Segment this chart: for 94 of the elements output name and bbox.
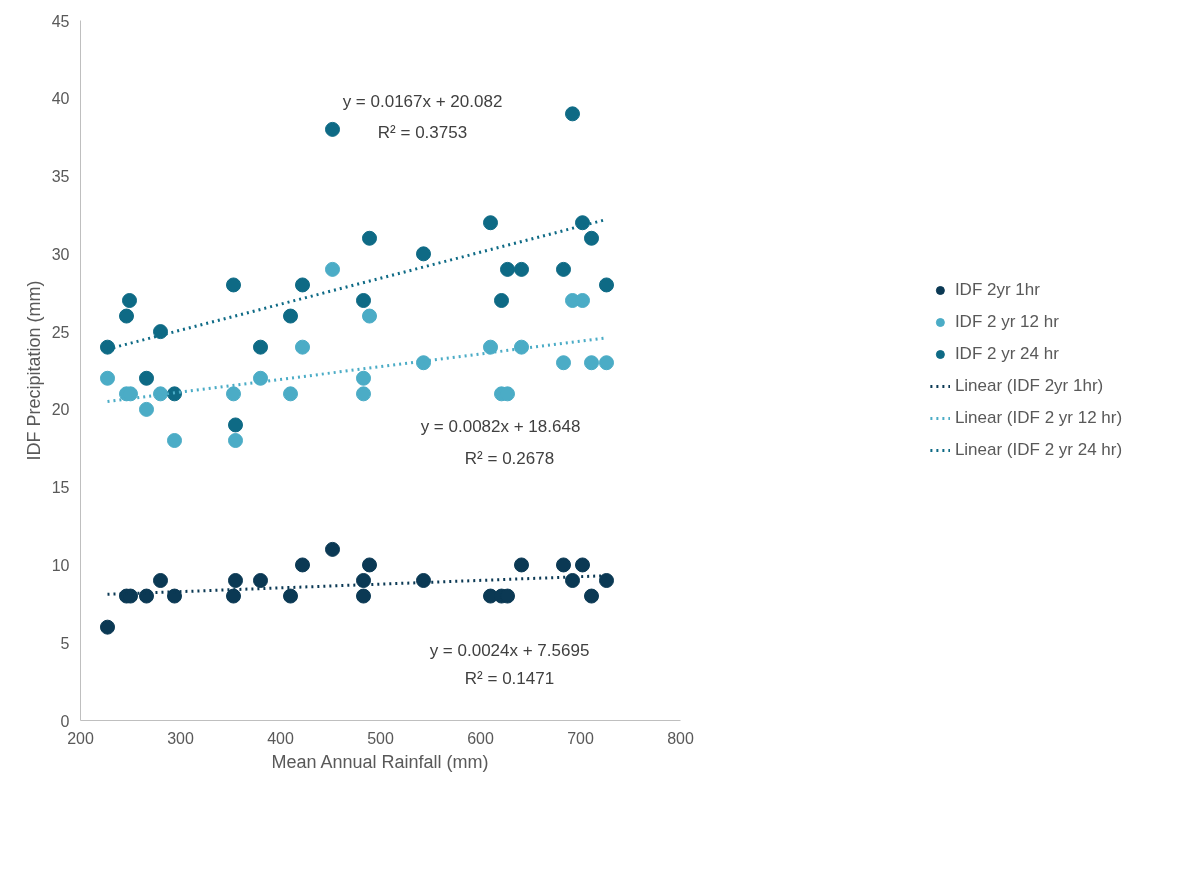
legend-label: IDF 2 yr 12 hr (954, 312, 1059, 332)
point (599, 355, 614, 371)
point (362, 230, 377, 246)
point (283, 386, 298, 402)
y-tick-label: 35 (51, 168, 70, 186)
point (295, 557, 310, 573)
annotation: y = 0.0167x + 20.082 (342, 91, 503, 111)
x-tick-label: 800 (667, 729, 694, 747)
point (100, 339, 115, 355)
y-axis-title: IDF Precipitation (mm) (23, 280, 44, 461)
point (139, 370, 154, 386)
point (283, 588, 298, 604)
annotation: y = 0.0082x + 18.648 (420, 417, 581, 436)
point (295, 277, 310, 293)
point (575, 557, 590, 573)
point (283, 308, 298, 324)
y-tick-label: 20 (51, 401, 70, 419)
point (356, 386, 371, 402)
point (153, 324, 168, 340)
point (228, 417, 243, 433)
point (514, 339, 529, 355)
point (226, 386, 241, 402)
point (139, 401, 154, 417)
x-tick-label: 400 (267, 729, 294, 747)
point (494, 293, 509, 308)
point (362, 557, 377, 573)
annotation: R² = 0.1471 (464, 669, 555, 688)
point (122, 293, 137, 308)
y-tick-label: 0 (60, 712, 70, 730)
x-tick-label: 500 (367, 729, 394, 747)
point (362, 308, 377, 324)
legend-label: Linear (IDF 2 yr 24 hr) (954, 440, 1123, 460)
x-tick-label: 700 (567, 729, 594, 747)
point (325, 261, 340, 277)
point (167, 433, 182, 448)
legend-label: IDF 2yr 1hr (954, 280, 1040, 300)
point (325, 121, 340, 137)
y-tick-label: 40 (51, 90, 70, 108)
point (228, 433, 243, 448)
point (228, 573, 243, 588)
point (253, 573, 268, 588)
x-tick-label: 600 (467, 729, 494, 747)
point (514, 261, 529, 277)
point (575, 293, 590, 308)
point (556, 355, 571, 371)
x-tick-label: 300 (167, 729, 194, 747)
x-axis-title: Mean Annual Rainfall (mm) (271, 751, 489, 772)
point (226, 277, 241, 293)
point (584, 230, 599, 246)
y-tick-label: 5 (60, 634, 70, 652)
point (100, 370, 115, 386)
point (556, 261, 571, 277)
point (153, 386, 168, 402)
point (356, 573, 371, 588)
point (599, 573, 614, 588)
point (416, 355, 431, 371)
annotation: R² = 0.3753 (377, 123, 468, 142)
point (226, 588, 241, 604)
y-tick-label: 25 (51, 323, 70, 341)
point (356, 293, 371, 308)
point (139, 588, 154, 604)
point (565, 573, 580, 588)
y-tick-label: 45 (51, 12, 70, 30)
point (584, 588, 599, 604)
point (514, 557, 529, 573)
annotation: R² = 0.2678 (464, 448, 555, 468)
point (356, 588, 371, 604)
point (565, 106, 580, 122)
point (356, 370, 371, 386)
point (253, 370, 268, 386)
point (416, 246, 431, 262)
point (167, 588, 182, 604)
y-tick-label: 10 (51, 556, 70, 574)
point (119, 308, 134, 324)
point (575, 215, 590, 231)
point (416, 573, 431, 588)
point (153, 573, 168, 588)
point (483, 215, 498, 231)
x-tick-label: 200 (67, 729, 94, 747)
point (556, 557, 571, 573)
annotation: y = 0.0024x + 7.5695 (429, 641, 590, 660)
legend-label: Linear (IDF 2yr 1hr) (954, 376, 1104, 396)
point (100, 619, 115, 635)
legend-label: Linear (IDF 2 yr 12 hr) (954, 408, 1123, 428)
point (253, 339, 268, 355)
y-tick-label: 30 (51, 245, 70, 263)
point (584, 355, 599, 371)
point (325, 541, 340, 557)
point (295, 339, 310, 355)
point (599, 277, 614, 293)
y-tick-label: 15 (51, 479, 70, 497)
point (500, 261, 515, 277)
point (483, 339, 498, 355)
legend-label: IDF 2 yr 24 hr (954, 344, 1059, 364)
